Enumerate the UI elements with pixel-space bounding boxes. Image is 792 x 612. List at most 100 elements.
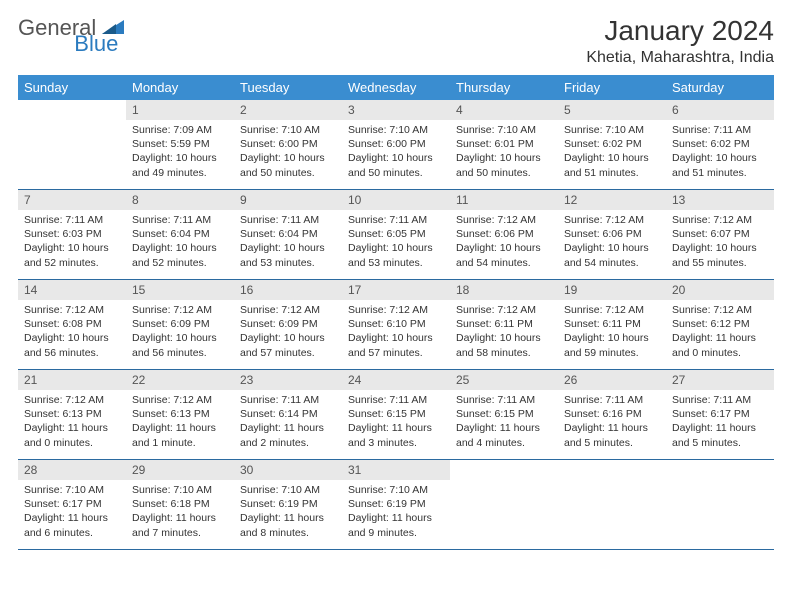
day-number: 9 xyxy=(234,190,342,210)
sunrise-text: Sunrise: 7:12 AM xyxy=(132,303,228,317)
weekday-header: Monday xyxy=(126,75,234,100)
logo-text-2: Blue xyxy=(74,31,118,57)
page-title: January 2024 xyxy=(586,15,774,47)
cell-body: Sunrise: 7:12 AMSunset: 6:10 PMDaylight:… xyxy=(342,300,450,369)
sunrise-text: Sunrise: 7:12 AM xyxy=(132,393,228,407)
daylight-text: Daylight: 10 hours and 57 minutes. xyxy=(348,331,444,359)
daylight-text: Daylight: 11 hours and 9 minutes. xyxy=(348,511,444,539)
day-number: 23 xyxy=(234,370,342,390)
calendar-cell xyxy=(558,460,666,550)
day-number: 19 xyxy=(558,280,666,300)
calendar-cell: 10Sunrise: 7:11 AMSunset: 6:05 PMDayligh… xyxy=(342,190,450,280)
day-number: 18 xyxy=(450,280,558,300)
day-number: 24 xyxy=(342,370,450,390)
day-number: 13 xyxy=(666,190,774,210)
day-number: 1 xyxy=(126,100,234,120)
sunset-text: Sunset: 6:12 PM xyxy=(672,317,768,331)
sunset-text: Sunset: 6:07 PM xyxy=(672,227,768,241)
calendar-cell: 15Sunrise: 7:12 AMSunset: 6:09 PMDayligh… xyxy=(126,280,234,370)
sunrise-text: Sunrise: 7:10 AM xyxy=(24,483,120,497)
cell-body: Sunrise: 7:12 AMSunset: 6:07 PMDaylight:… xyxy=(666,210,774,279)
sunrise-text: Sunrise: 7:09 AM xyxy=(132,123,228,137)
cell-body: Sunrise: 7:12 AMSunset: 6:13 PMDaylight:… xyxy=(18,390,126,459)
cell-body: Sunrise: 7:11 AMSunset: 6:15 PMDaylight:… xyxy=(450,390,558,459)
sunrise-text: Sunrise: 7:10 AM xyxy=(564,123,660,137)
calendar-row: 28Sunrise: 7:10 AMSunset: 6:17 PMDayligh… xyxy=(18,460,774,550)
sunrise-text: Sunrise: 7:11 AM xyxy=(672,393,768,407)
daylight-text: Daylight: 11 hours and 6 minutes. xyxy=(24,511,120,539)
day-number xyxy=(450,460,558,480)
cell-body: Sunrise: 7:12 AMSunset: 6:11 PMDaylight:… xyxy=(558,300,666,369)
cell-body: Sunrise: 7:12 AMSunset: 6:08 PMDaylight:… xyxy=(18,300,126,369)
cell-body: Sunrise: 7:11 AMSunset: 6:03 PMDaylight:… xyxy=(18,210,126,279)
calendar-cell: 29Sunrise: 7:10 AMSunset: 6:18 PMDayligh… xyxy=(126,460,234,550)
calendar-cell: 9 Sunrise: 7:11 AMSunset: 6:04 PMDaylight… xyxy=(234,190,342,280)
calendar-row: 21Sunrise: 7:12 AMSunset: 6:13 PMDayligh… xyxy=(18,370,774,460)
sunrise-text: Sunrise: 7:11 AM xyxy=(24,213,120,227)
cell-body: Sunrise: 7:11 AMSunset: 6:15 PMDaylight:… xyxy=(342,390,450,459)
sunset-text: Sunset: 6:05 PM xyxy=(348,227,444,241)
header: General Blue January 2024 Khetia, Mahara… xyxy=(18,15,774,67)
calendar-cell: 2Sunrise: 7:10 AMSunset: 6:00 PMDaylight… xyxy=(234,100,342,190)
day-number xyxy=(666,460,774,480)
calendar-cell xyxy=(18,100,126,190)
sunset-text: Sunset: 6:14 PM xyxy=(240,407,336,421)
calendar-cell: 7Sunrise: 7:11 AMSunset: 6:03 PMDaylight… xyxy=(18,190,126,280)
cell-body: Sunrise: 7:11 AMSunset: 6:02 PMDaylight:… xyxy=(666,120,774,189)
cell-body: Sunrise: 7:10 AMSunset: 6:18 PMDaylight:… xyxy=(126,480,234,549)
calendar-cell: 8Sunrise: 7:11 AMSunset: 6:04 PMDaylight… xyxy=(126,190,234,280)
sunset-text: Sunset: 6:02 PM xyxy=(564,137,660,151)
daylight-text: Daylight: 11 hours and 0 minutes. xyxy=(24,421,120,449)
sunset-text: Sunset: 6:06 PM xyxy=(456,227,552,241)
daylight-text: Daylight: 10 hours and 50 minutes. xyxy=(240,151,336,179)
daylight-text: Daylight: 10 hours and 53 minutes. xyxy=(240,241,336,269)
sunrise-text: Sunrise: 7:12 AM xyxy=(24,393,120,407)
calendar-cell: 12Sunrise: 7:12 AMSunset: 6:06 PMDayligh… xyxy=(558,190,666,280)
cell-body: Sunrise: 7:10 AMSunset: 6:00 PMDaylight:… xyxy=(234,120,342,189)
sunset-text: Sunset: 6:09 PM xyxy=(132,317,228,331)
calendar-cell: 13Sunrise: 7:12 AMSunset: 6:07 PMDayligh… xyxy=(666,190,774,280)
cell-body: Sunrise: 7:10 AMSunset: 6:19 PMDaylight:… xyxy=(342,480,450,549)
daylight-text: Daylight: 10 hours and 52 minutes. xyxy=(132,241,228,269)
day-number: 14 xyxy=(18,280,126,300)
daylight-text: Daylight: 10 hours and 56 minutes. xyxy=(24,331,120,359)
sunset-text: Sunset: 5:59 PM xyxy=(132,137,228,151)
sunrise-text: Sunrise: 7:12 AM xyxy=(240,303,336,317)
sunset-text: Sunset: 6:01 PM xyxy=(456,137,552,151)
sunrise-text: Sunrise: 7:11 AM xyxy=(348,393,444,407)
daylight-text: Daylight: 10 hours and 52 minutes. xyxy=(24,241,120,269)
cell-body: Sunrise: 7:10 AMSunset: 6:01 PMDaylight:… xyxy=(450,120,558,189)
daylight-text: Daylight: 10 hours and 53 minutes. xyxy=(348,241,444,269)
sunset-text: Sunset: 6:04 PM xyxy=(240,227,336,241)
sunrise-text: Sunrise: 7:12 AM xyxy=(672,213,768,227)
day-number: 20 xyxy=(666,280,774,300)
sunset-text: Sunset: 6:18 PM xyxy=(132,497,228,511)
calendar-cell: 1Sunrise: 7:09 AMSunset: 5:59 PMDaylight… xyxy=(126,100,234,190)
calendar-table: Sunday Monday Tuesday Wednesday Thursday… xyxy=(18,75,774,550)
sunset-text: Sunset: 6:00 PM xyxy=(240,137,336,151)
calendar-cell xyxy=(666,460,774,550)
calendar-cell: 21Sunrise: 7:12 AMSunset: 6:13 PMDayligh… xyxy=(18,370,126,460)
day-number: 16 xyxy=(234,280,342,300)
sunrise-text: Sunrise: 7:11 AM xyxy=(564,393,660,407)
calendar-cell: 16Sunrise: 7:12 AMSunset: 6:09 PMDayligh… xyxy=(234,280,342,370)
cell-body: Sunrise: 7:11 AMSunset: 6:17 PMDaylight:… xyxy=(666,390,774,459)
day-number: 31 xyxy=(342,460,450,480)
sunset-text: Sunset: 6:11 PM xyxy=(564,317,660,331)
day-number: 29 xyxy=(126,460,234,480)
calendar-cell: 11Sunrise: 7:12 AMSunset: 6:06 PMDayligh… xyxy=(450,190,558,280)
sunrise-text: Sunrise: 7:11 AM xyxy=(240,213,336,227)
sunset-text: Sunset: 6:13 PM xyxy=(24,407,120,421)
sunset-text: Sunset: 6:17 PM xyxy=(672,407,768,421)
cell-body: Sunrise: 7:10 AMSunset: 6:00 PMDaylight:… xyxy=(342,120,450,189)
weekday-header-row: Sunday Monday Tuesday Wednesday Thursday… xyxy=(18,75,774,100)
day-number: 15 xyxy=(126,280,234,300)
sunset-text: Sunset: 6:16 PM xyxy=(564,407,660,421)
daylight-text: Daylight: 10 hours and 57 minutes. xyxy=(240,331,336,359)
day-number: 10 xyxy=(342,190,450,210)
sunrise-text: Sunrise: 7:10 AM xyxy=(348,123,444,137)
sunset-text: Sunset: 6:15 PM xyxy=(348,407,444,421)
calendar-cell: 27Sunrise: 7:11 AMSunset: 6:17 PMDayligh… xyxy=(666,370,774,460)
calendar-cell xyxy=(450,460,558,550)
calendar-cell: 6Sunrise: 7:11 AMSunset: 6:02 PMDaylight… xyxy=(666,100,774,190)
